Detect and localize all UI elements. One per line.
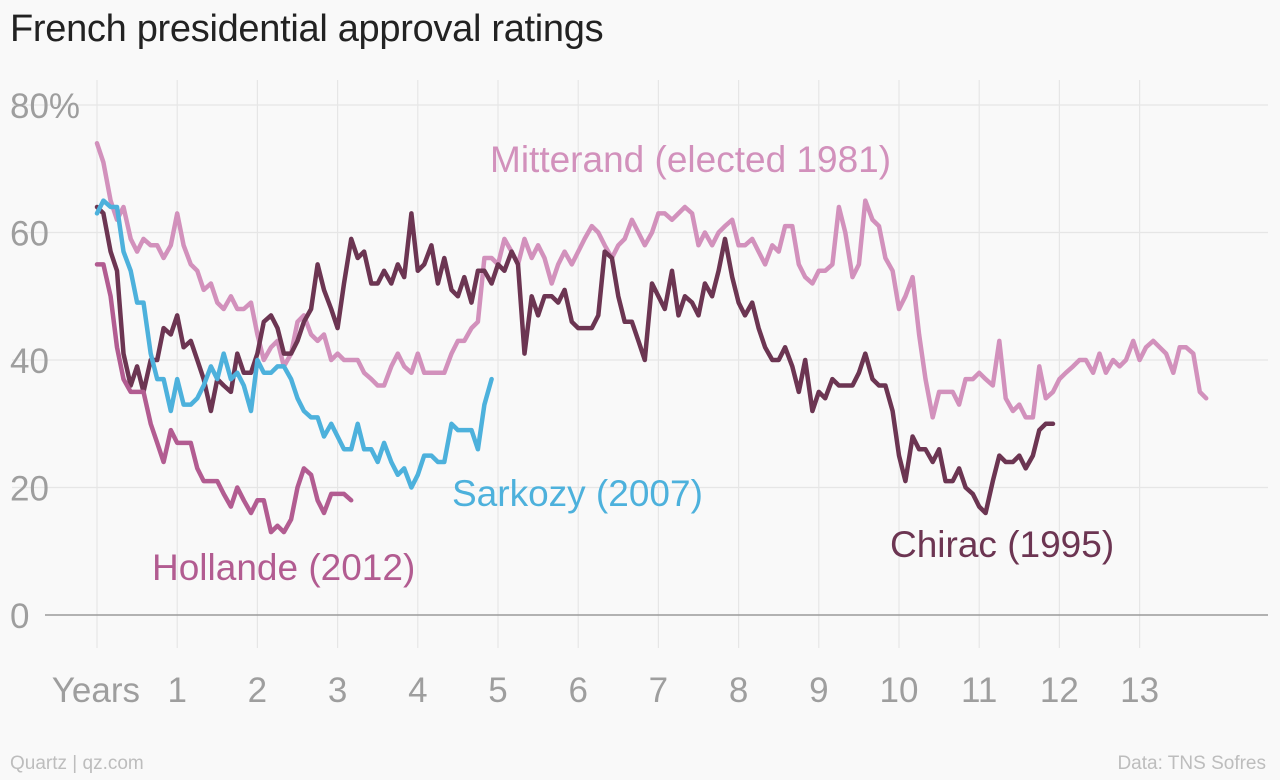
x-tick-label: 2 <box>248 671 267 710</box>
x-tick-label: 7 <box>649 671 668 710</box>
y-tick-label: 80% <box>10 87 80 126</box>
chart-title: French presidential approval ratings <box>10 8 604 50</box>
x-tick-label: 13 <box>1120 671 1159 710</box>
series-label-mitterand: Mitterand (elected 1981) <box>490 139 891 180</box>
x-tick-label: 3 <box>328 671 347 710</box>
y-tick-label: 0 <box>10 597 29 636</box>
footer-brand: Quartz | qz.com <box>10 753 144 774</box>
series-line-sarkozy <box>94 198 494 490</box>
x-tick-label: 8 <box>729 671 748 710</box>
footer-source: Data: TNS Sofres <box>1117 753 1266 774</box>
series-line-chirac <box>94 204 1056 516</box>
y-tick-label: 20 <box>10 470 49 509</box>
series-label-hollande: Hollande (2012) <box>152 547 415 588</box>
x-tick-label: 10 <box>880 671 919 710</box>
series-label-sarkozy: Sarkozy (2007) <box>452 473 703 514</box>
x-tick-label: 5 <box>488 671 507 710</box>
series-label-chirac: Chirac (1995) <box>890 524 1114 565</box>
x-tick-label: 12 <box>1040 671 1079 710</box>
x-axis-label: Years <box>52 671 140 710</box>
series-lines <box>94 141 1209 535</box>
series-line-hollande <box>94 262 354 535</box>
y-tick-label: 60 <box>10 215 49 254</box>
x-tick-label: 4 <box>408 671 427 710</box>
series-line-mitterand <box>94 141 1209 420</box>
y-tick-label: 40 <box>10 342 49 381</box>
x-tick-label: 9 <box>809 671 828 710</box>
x-tick-label: 6 <box>568 671 587 710</box>
x-tick-label: 11 <box>961 671 997 710</box>
x-tick-label: 1 <box>167 671 186 710</box>
series-labels: Mitterand (elected 1981) Chirac (1995) Sar… <box>152 139 1114 588</box>
